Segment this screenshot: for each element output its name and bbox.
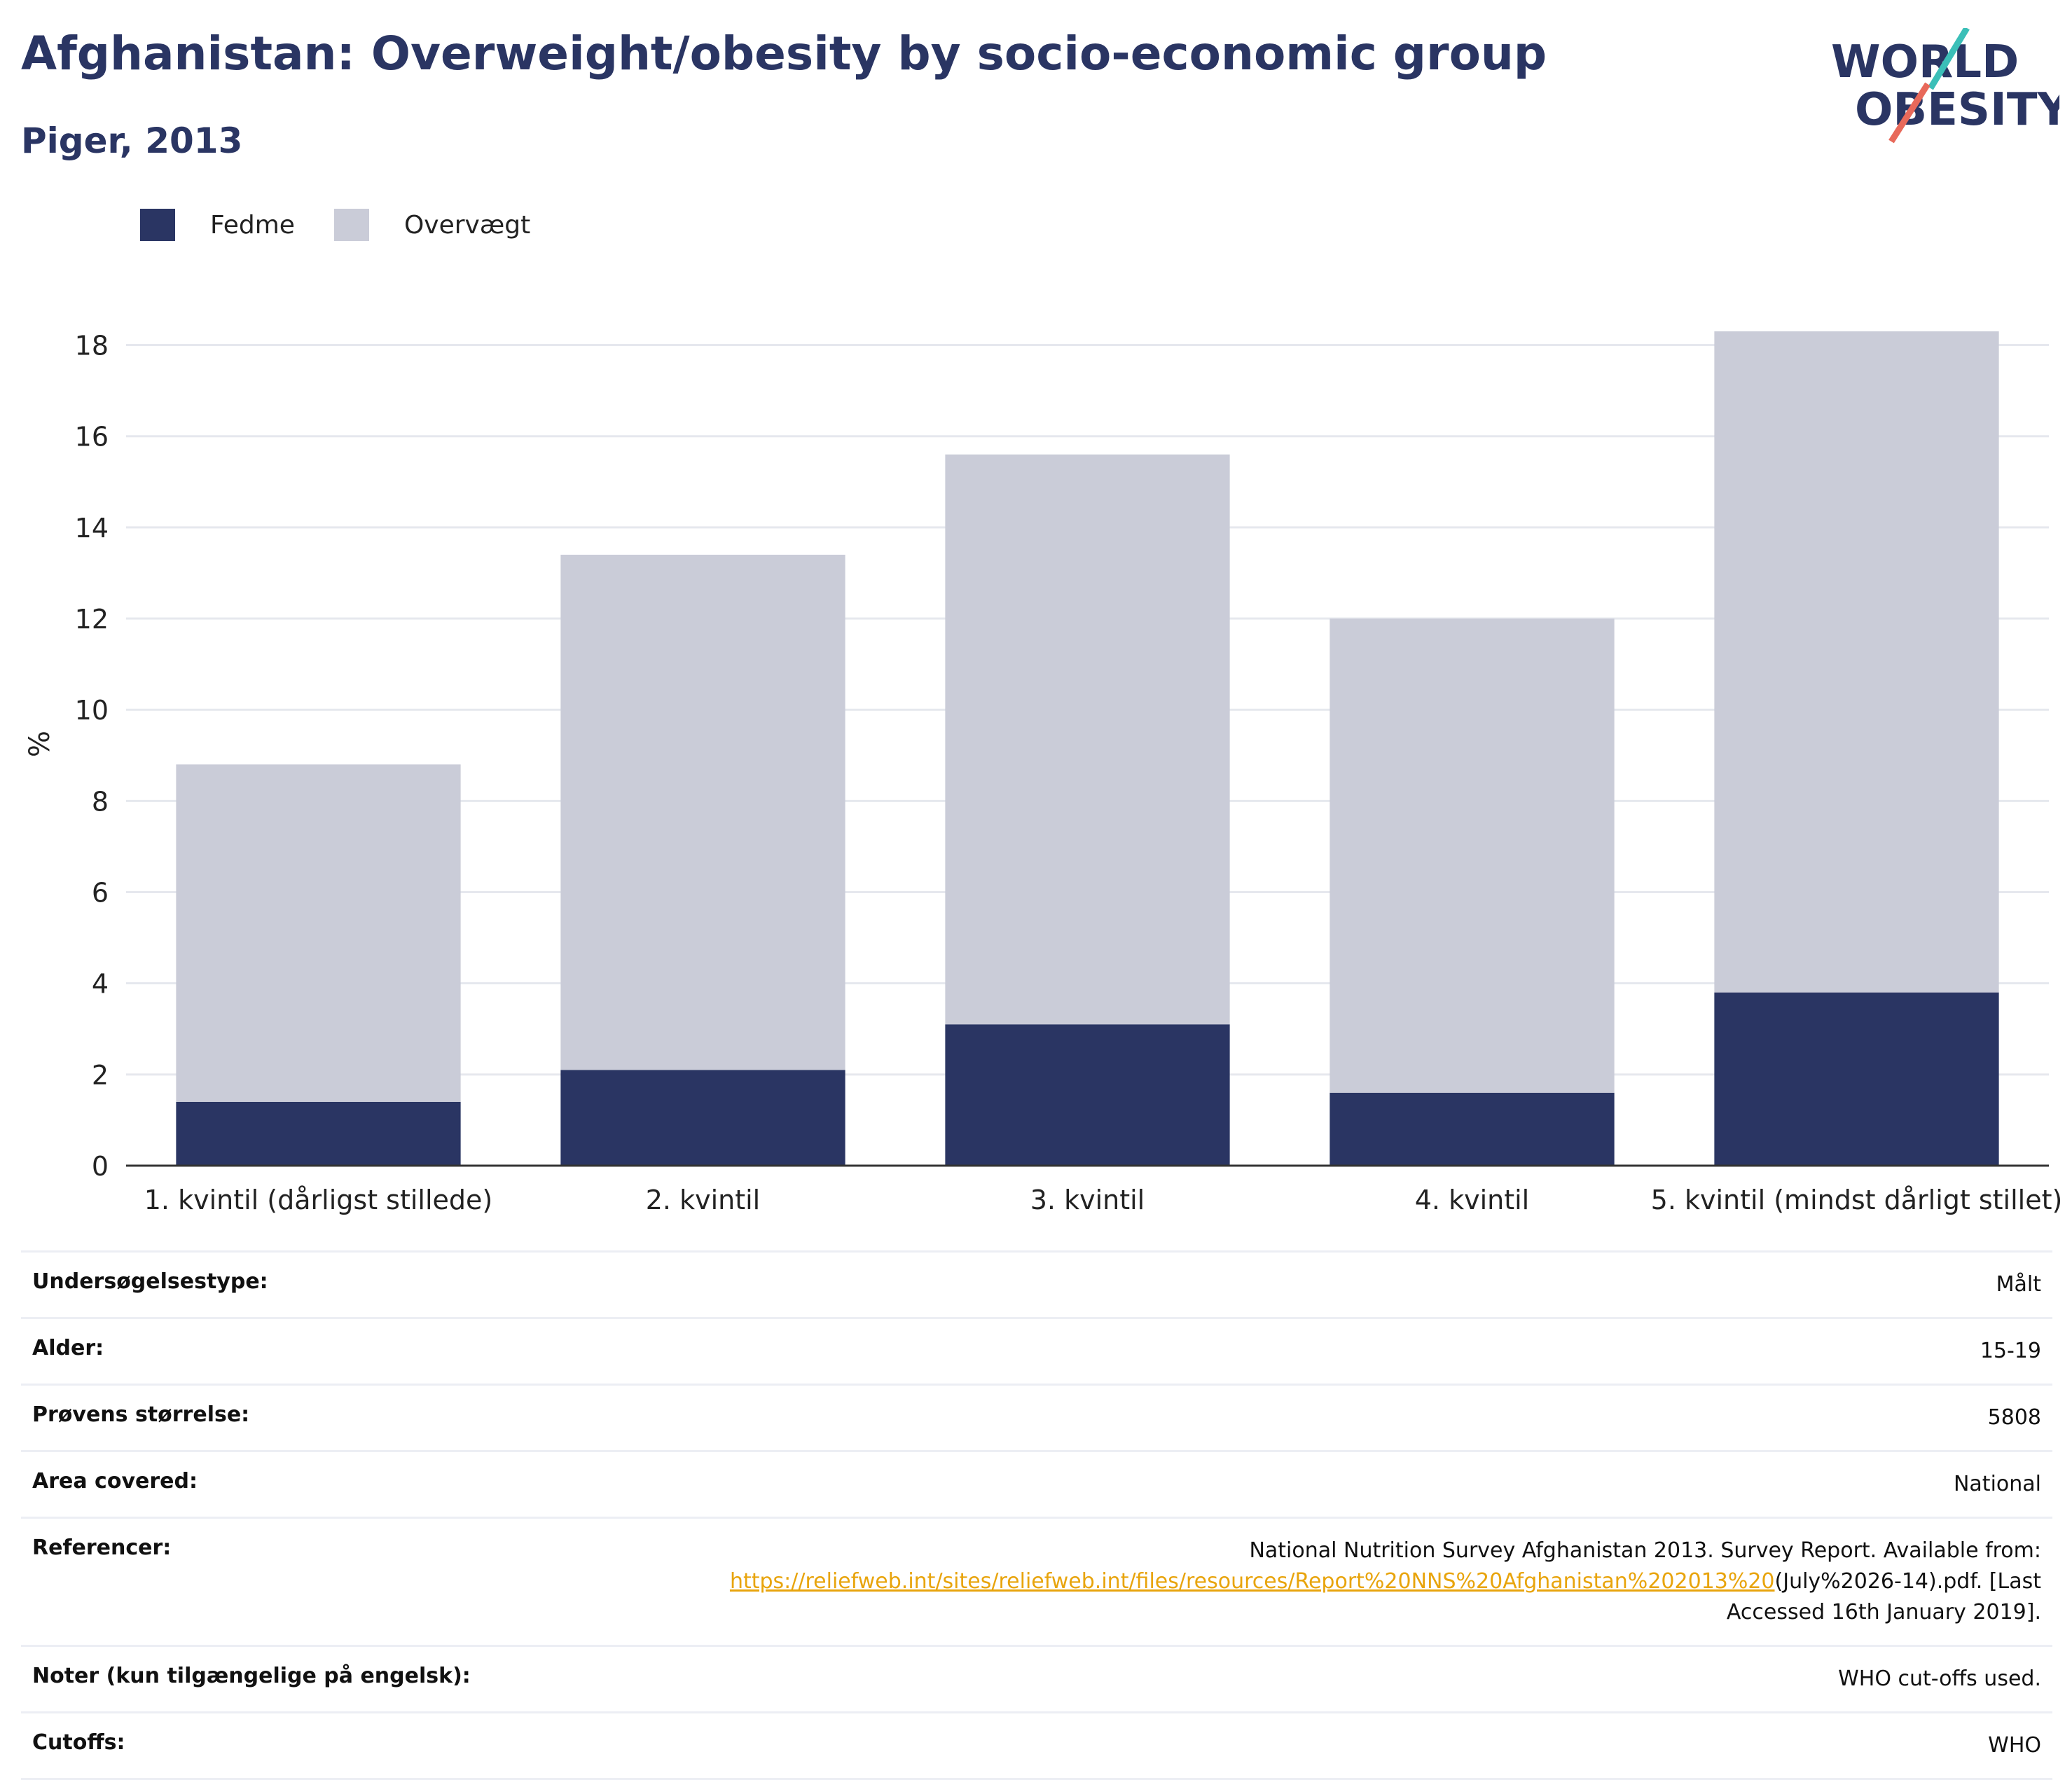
meta-value-references: National Nutrition Survey Afghanistan 20… [640,1536,2041,1628]
logo-line-1: WORLD [1831,36,2019,88]
legend-label-overvaegt: Overvægt [403,210,531,240]
y-tick-label: 0 [92,1151,109,1182]
y-tick-label: 4 [92,969,109,1000]
reference-text: National Nutrition Survey Afghanistan 20… [1249,1538,2041,1563]
x-tick-labels: 1. kvintil (dårligst stillede) 2. kvintil… [144,1185,2063,1215]
meta-label-cutoffs: Cutoffs: [32,1730,125,1755]
bar-overvaegt[interactable] [945,454,1230,1025]
meta-label-references: Referencer: [32,1536,172,1560]
x-tick-label: 2. kvintil [646,1185,761,1215]
logo-slash-coral [1888,82,1931,144]
meta-row-survey-type: Undersøgelsestype: Målt [21,1250,2052,1317]
meta-row-notes: Noter (kun tilgængelige på engelsk): WHO… [21,1645,2052,1711]
meta-value-area: National [1953,1472,2041,1496]
y-tick-label: 2 [92,1060,109,1091]
meta-value-sample-size: 5808 [1987,1405,2041,1430]
bar-fedme[interactable] [176,1101,461,1166]
reference-link[interactable]: https://reliefweb.int/sites/reliefweb.in… [729,1569,1775,1594]
x-tick-label: 1. kvintil (dårligst stillede) [144,1185,493,1215]
world-obesity-logo: WORLD OBESITY [1831,28,2059,144]
x-tick-label: 4. kvintil [1415,1185,1530,1215]
y-tick-label: 10 [75,695,109,726]
bar-overvaegt[interactable] [1329,619,1615,1093]
legend-item-overvaegt[interactable]: Overvægt [333,209,531,241]
meta-value-age: 15-19 [1980,1339,2041,1363]
x-tick-label: 3. kvintil [1030,1185,1145,1215]
meta-value-survey-type: Målt [1996,1272,2041,1297]
logo-slash-teal [1928,28,1970,90]
bar-fedme[interactable] [1714,992,1999,1166]
y-tick-labels: 0 2 4 6 8 10 12 14 16 18 [75,331,109,1182]
meta-label-notes: Noter (kun tilgængelige på engelsk): [32,1664,471,1688]
meta-label-age: Alder: [32,1336,104,1360]
y-tick-label: 18 [75,331,109,361]
bars [176,331,1999,1166]
meta-row-sample-size: Prøvens størrelse: 5808 [21,1384,2052,1450]
y-tick-label: 16 [75,422,109,453]
chart-subtitle: Piger, 2013 [21,120,243,161]
survey-metadata-table: Undersøgelsestype: Målt Alder: 15-19 Prø… [21,1250,2052,1780]
meta-label-survey-type: Undersøgelsestype: [32,1269,268,1294]
meta-label-area: Area covered: [32,1469,198,1493]
bar-overvaegt[interactable] [1714,331,1999,993]
meta-row-area: Area covered: National [21,1450,2052,1517]
stacked-bar-chart: 0 2 4 6 8 10 12 14 16 18 1. kvintil (dårligst sti… [24,331,2063,1215]
y-tick-label: 14 [75,513,109,544]
legend-item-fedme[interactable]: Fedme [140,209,295,241]
meta-row-age: Alder: 15-19 [21,1317,2052,1384]
legend-swatch-overvaegt [333,209,369,241]
reference-text-after: (July%2026-14).pdf. [Last Accessed 16th … [1726,1569,2041,1624]
bar-overvaegt[interactable] [560,554,845,1070]
logo-line-2: OBESITY [1855,84,2059,136]
legend-swatch-fedme [140,209,175,241]
legend-label-fedme: Fedme [210,210,295,240]
meta-value-notes: WHO cut-offs used. [1838,1667,2041,1691]
meta-row-cutoffs: Cutoffs: WHO [21,1711,2052,1780]
chart-title: Afghanistan: Overweight/obesity by socio… [21,27,1547,81]
meta-row-references: Referencer: National Nutrition Survey Af… [21,1517,2052,1645]
meta-value-cutoffs: WHO [1988,1733,2041,1758]
meta-label-sample-size: Prøvens størrelse: [32,1402,250,1427]
x-tick-label: 5. kvintil (mindst dårligt stillet) [1651,1185,2063,1215]
legend: Fedme Overvægt [140,209,569,241]
bar-fedme[interactable] [560,1070,845,1166]
y-tick-label: 12 [75,604,109,635]
y-tick-label: 8 [92,786,109,817]
bar-fedme[interactable] [945,1024,1230,1166]
y-tick-label: 6 [92,878,109,909]
y-axis-label: % [24,731,56,757]
bar-overvaegt[interactable] [176,764,461,1102]
bar-fedme[interactable] [1329,1092,1615,1166]
